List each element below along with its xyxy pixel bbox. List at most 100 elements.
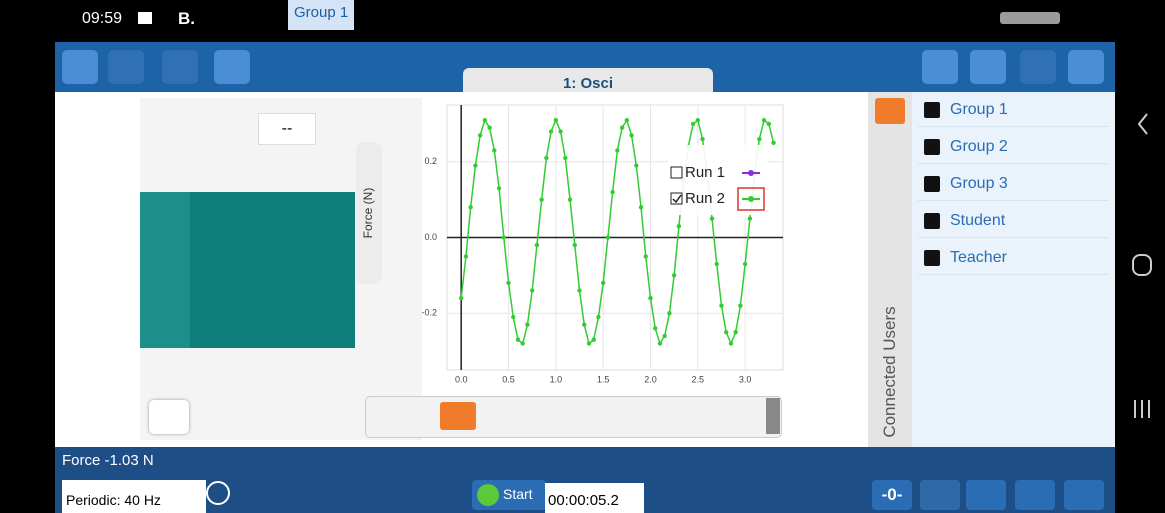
- status-icon: [138, 12, 152, 24]
- side-panel-title: Connected Users: [880, 306, 899, 438]
- legend-highlight: [737, 187, 765, 211]
- data-point: [771, 140, 776, 146]
- nav-back[interactable]: [1137, 113, 1148, 135]
- menu-button[interactable]: [62, 50, 98, 84]
- data-point: [766, 121, 772, 127]
- tools-button[interactable]: [966, 480, 1006, 510]
- video-board: [190, 192, 355, 348]
- data-point: [690, 121, 696, 127]
- data-point: [492, 148, 497, 153]
- sampling-mode[interactable]: Periodic: 40 Hz: [62, 480, 206, 513]
- data-point: [487, 125, 492, 130]
- x-tick-label: 1.0: [550, 374, 563, 384]
- data-point: [619, 125, 625, 130]
- user-name: Teacher: [950, 249, 1007, 266]
- mode-button[interactable]: [206, 481, 230, 505]
- nav-home[interactable]: [1132, 254, 1152, 276]
- y-tick-label: -0.2: [421, 308, 437, 318]
- y-tick-label: 0.0: [424, 232, 437, 242]
- data-point: [733, 329, 738, 335]
- video-button[interactable]: [149, 400, 189, 434]
- share-button[interactable]: [970, 50, 1006, 84]
- legend-marker: [748, 196, 754, 202]
- data-point: [709, 216, 715, 221]
- data-point: [605, 235, 611, 240]
- user-name: Group 2: [950, 138, 1008, 155]
- data-point: [458, 295, 464, 301]
- legend-label: Run 2: [685, 190, 725, 207]
- users-panel: [912, 92, 1115, 447]
- user-icon: [924, 102, 940, 118]
- calibrate-button[interactable]: [920, 480, 960, 510]
- data-point: [511, 314, 516, 320]
- display-button[interactable]: [1064, 480, 1104, 510]
- user-name: Group 3: [950, 175, 1008, 192]
- x-tick-label: 0.5: [502, 374, 515, 384]
- start-label[interactable]: Start: [503, 486, 533, 502]
- data-point: [615, 148, 620, 153]
- user-entry[interactable]: Student: [918, 205, 1108, 238]
- data-point: [577, 288, 582, 293]
- nav-recent[interactable]: [1134, 400, 1150, 418]
- data-point: [742, 261, 748, 267]
- data-point: [515, 337, 521, 342]
- legend-checkbox[interactable]: [670, 166, 683, 179]
- data-point: [676, 223, 682, 229]
- data-point: [657, 341, 663, 346]
- legend-check: [672, 194, 682, 204]
- tools-more[interactable]: [766, 398, 780, 434]
- add-button[interactable]: [108, 50, 144, 84]
- data-point: [624, 117, 630, 123]
- legend-checkbox[interactable]: [670, 192, 683, 205]
- sensor-readout[interactable]: Force -1.03 N: [62, 452, 154, 469]
- data-point: [563, 155, 568, 161]
- data-point: [757, 136, 762, 142]
- bluetooth-button[interactable]: [922, 50, 958, 84]
- users-tab[interactable]: [875, 98, 905, 124]
- delete-button[interactable]: [162, 50, 198, 84]
- status-time: 09:59: [82, 10, 123, 27]
- export-button[interactable]: [1020, 50, 1056, 84]
- status-icons: [1000, 12, 1060, 24]
- data-point: [671, 273, 677, 278]
- user-icon: [924, 250, 940, 266]
- data-point: [482, 117, 488, 123]
- user-name: Group 1: [950, 101, 1008, 118]
- data-point: [643, 254, 648, 259]
- user-entry[interactable]: Teacher: [918, 242, 1108, 275]
- user-icon: [924, 176, 940, 192]
- data-point: [539, 197, 544, 202]
- user-entry[interactable]: Group 3: [918, 168, 1108, 201]
- data-point: [719, 303, 724, 308]
- data-point: [695, 117, 701, 123]
- side-strip: [868, 92, 912, 447]
- data-point: [648, 295, 653, 301]
- data-point: [610, 189, 615, 195]
- nav-bar: [1132, 113, 1152, 418]
- data-point: [496, 186, 502, 191]
- data-point: [667, 311, 672, 316]
- user-entry[interactable]: Group 1: [918, 94, 1108, 127]
- data-point: [553, 117, 559, 123]
- status-carrier: B.: [178, 9, 195, 28]
- data-point: [477, 133, 483, 138]
- x-tick-label: 3.0: [739, 374, 752, 384]
- settings-button[interactable]: [1015, 480, 1055, 510]
- legend-label: Run 1: [685, 164, 725, 181]
- data-point: [501, 235, 506, 240]
- fullscreen-button[interactable]: [214, 50, 250, 84]
- zero-button[interactable]: -0-: [872, 480, 912, 510]
- start-icon: [477, 484, 499, 506]
- select-tool[interactable]: [440, 402, 476, 430]
- axis-label-strip: [356, 142, 382, 284]
- legend-marker: [748, 170, 754, 176]
- camera-button[interactable]: [1068, 50, 1104, 84]
- data-point: [653, 326, 658, 331]
- data-point: [714, 261, 719, 267]
- group-tag: Group 1: [288, 0, 355, 30]
- user-entry[interactable]: Group 2: [918, 131, 1108, 164]
- data-point: [463, 254, 469, 259]
- data-point: [761, 117, 767, 123]
